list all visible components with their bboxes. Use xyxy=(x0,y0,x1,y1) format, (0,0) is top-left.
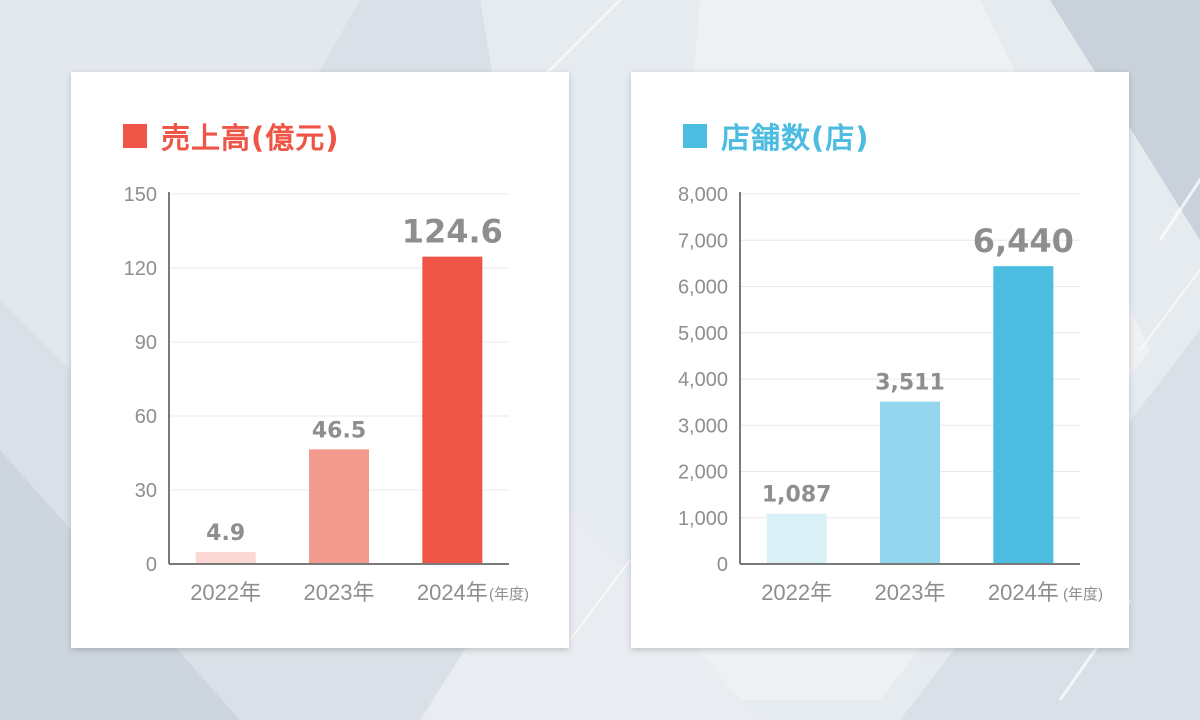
stores-chart-card: 店舗数(店) 0 1,000 2,000 3,000 4,000 5,000 6,000 7,… xyxy=(631,72,1129,648)
sales-legend-square xyxy=(123,124,147,148)
y-tick-label: 90 xyxy=(135,332,157,354)
x-category-label: 2024年 xyxy=(988,580,1059,605)
y-tick-label: 3,000 xyxy=(678,415,728,437)
sales-bar-chart: 0 30 60 90 120 150 4.9 2022年 46.5 2023年 124.6 2024年… xyxy=(124,184,529,605)
y-tick-label: 0 xyxy=(717,554,728,576)
x-category-label: 2023年 xyxy=(304,580,375,605)
bar-value-label: 1,087 xyxy=(762,483,832,508)
sales-chart-title-row: 売上高(億元) xyxy=(123,116,340,156)
bar xyxy=(993,266,1054,564)
bar xyxy=(309,449,369,564)
bar-value-label: 46.5 xyxy=(312,418,366,443)
stores-chart-title-row: 店舗数(店) xyxy=(683,116,870,156)
x-category-label: 2023年 xyxy=(875,580,946,605)
y-tick-label: 30 xyxy=(135,480,157,502)
y-tick-label: 150 xyxy=(124,184,157,206)
y-tick-label: 60 xyxy=(135,406,157,428)
y-tick-label: 5,000 xyxy=(678,323,728,345)
x-category-label: 2022年 xyxy=(190,580,261,605)
y-tick-label: 7,000 xyxy=(678,230,728,252)
stores-bar-chart: 0 1,000 2,000 3,000 4,000 5,000 6,000 7,000 8,00… xyxy=(678,184,1103,605)
x-unit-label: (年度) xyxy=(489,586,529,603)
sales-chart-title: 売上高(億元) xyxy=(161,121,340,155)
bar xyxy=(766,513,827,564)
y-tick-label: 2,000 xyxy=(678,462,728,484)
y-tick-label: 4,000 xyxy=(678,369,728,391)
sales-chart-card: 売上高(億元) 0 30 60 90 120 150 4.9 2022年 46.5 2023年 12… xyxy=(71,72,569,648)
x-category-label: 2024年 xyxy=(417,580,488,605)
y-tick-label: 6,000 xyxy=(678,277,728,299)
stores-chart-title: 店舗数(店) xyxy=(721,121,870,155)
bar xyxy=(195,551,256,564)
bar-value-label: 6,440 xyxy=(973,222,1074,260)
x-category-label: 2022年 xyxy=(761,580,832,605)
bar-value-label: 124.6 xyxy=(402,213,503,251)
bar-value-label: 4.9 xyxy=(206,521,245,546)
stores-legend-square xyxy=(683,124,707,148)
x-unit-label: (年度) xyxy=(1063,586,1103,603)
y-tick-label: 0 xyxy=(146,554,157,576)
y-tick-label: 120 xyxy=(124,258,157,280)
bar-value-label: 3,511 xyxy=(875,371,945,396)
bar xyxy=(880,401,940,564)
y-tick-label: 1,000 xyxy=(678,508,728,530)
bar xyxy=(422,256,483,564)
y-tick-label: 8,000 xyxy=(678,184,728,206)
